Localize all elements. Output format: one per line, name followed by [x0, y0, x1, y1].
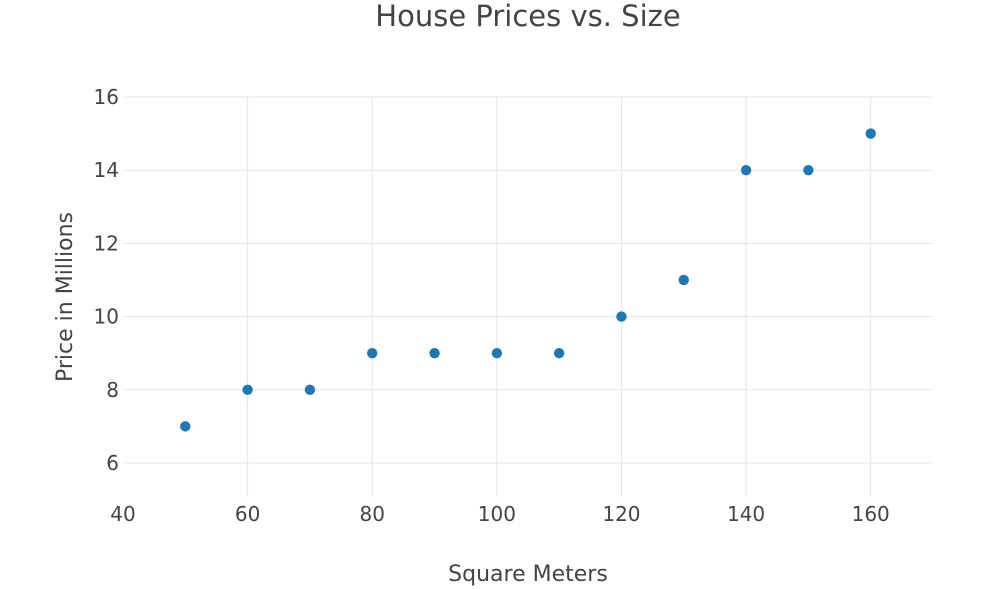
x-tick-label: 160 — [852, 502, 890, 526]
data-point — [803, 164, 814, 176]
gridlines — [123, 96, 933, 497]
x-axis-tick-labels: 40 60 80 100 120 140 160 — [110, 502, 890, 526]
x-tick-label: 40 — [110, 502, 135, 526]
data-point — [367, 347, 378, 359]
y-axis-tick-labels: 6 8 10 12 14 16 — [94, 85, 119, 475]
y-tick-label: 16 — [94, 85, 119, 109]
data-point — [491, 347, 503, 359]
data-point — [429, 347, 440, 359]
x-tick-label: 60 — [235, 502, 260, 526]
x-tick-label: 80 — [360, 502, 385, 526]
data-point — [865, 128, 876, 139]
y-tick-label: 6 — [106, 451, 119, 475]
y-tick-label: 12 — [94, 231, 119, 255]
x-tick-label: 100 — [478, 502, 516, 526]
data-point — [740, 164, 752, 176]
y-tick-label: 10 — [94, 305, 119, 329]
data-point — [616, 311, 627, 322]
data-point — [553, 347, 565, 359]
x-tick-label: 120 — [602, 502, 640, 526]
y-tick-label: 14 — [94, 158, 119, 182]
y-tick-label: 8 — [106, 378, 119, 402]
data-point — [304, 384, 316, 395]
x-axis-title: Square Meters — [448, 562, 608, 587]
data-point — [180, 421, 191, 432]
y-axis-title: Price in Millions — [53, 212, 78, 382]
data-point — [242, 384, 253, 395]
data-points — [180, 128, 876, 432]
chart-title: House Prices vs. Size — [375, 0, 680, 33]
data-point — [678, 274, 689, 286]
x-tick-label: 140 — [727, 502, 765, 526]
